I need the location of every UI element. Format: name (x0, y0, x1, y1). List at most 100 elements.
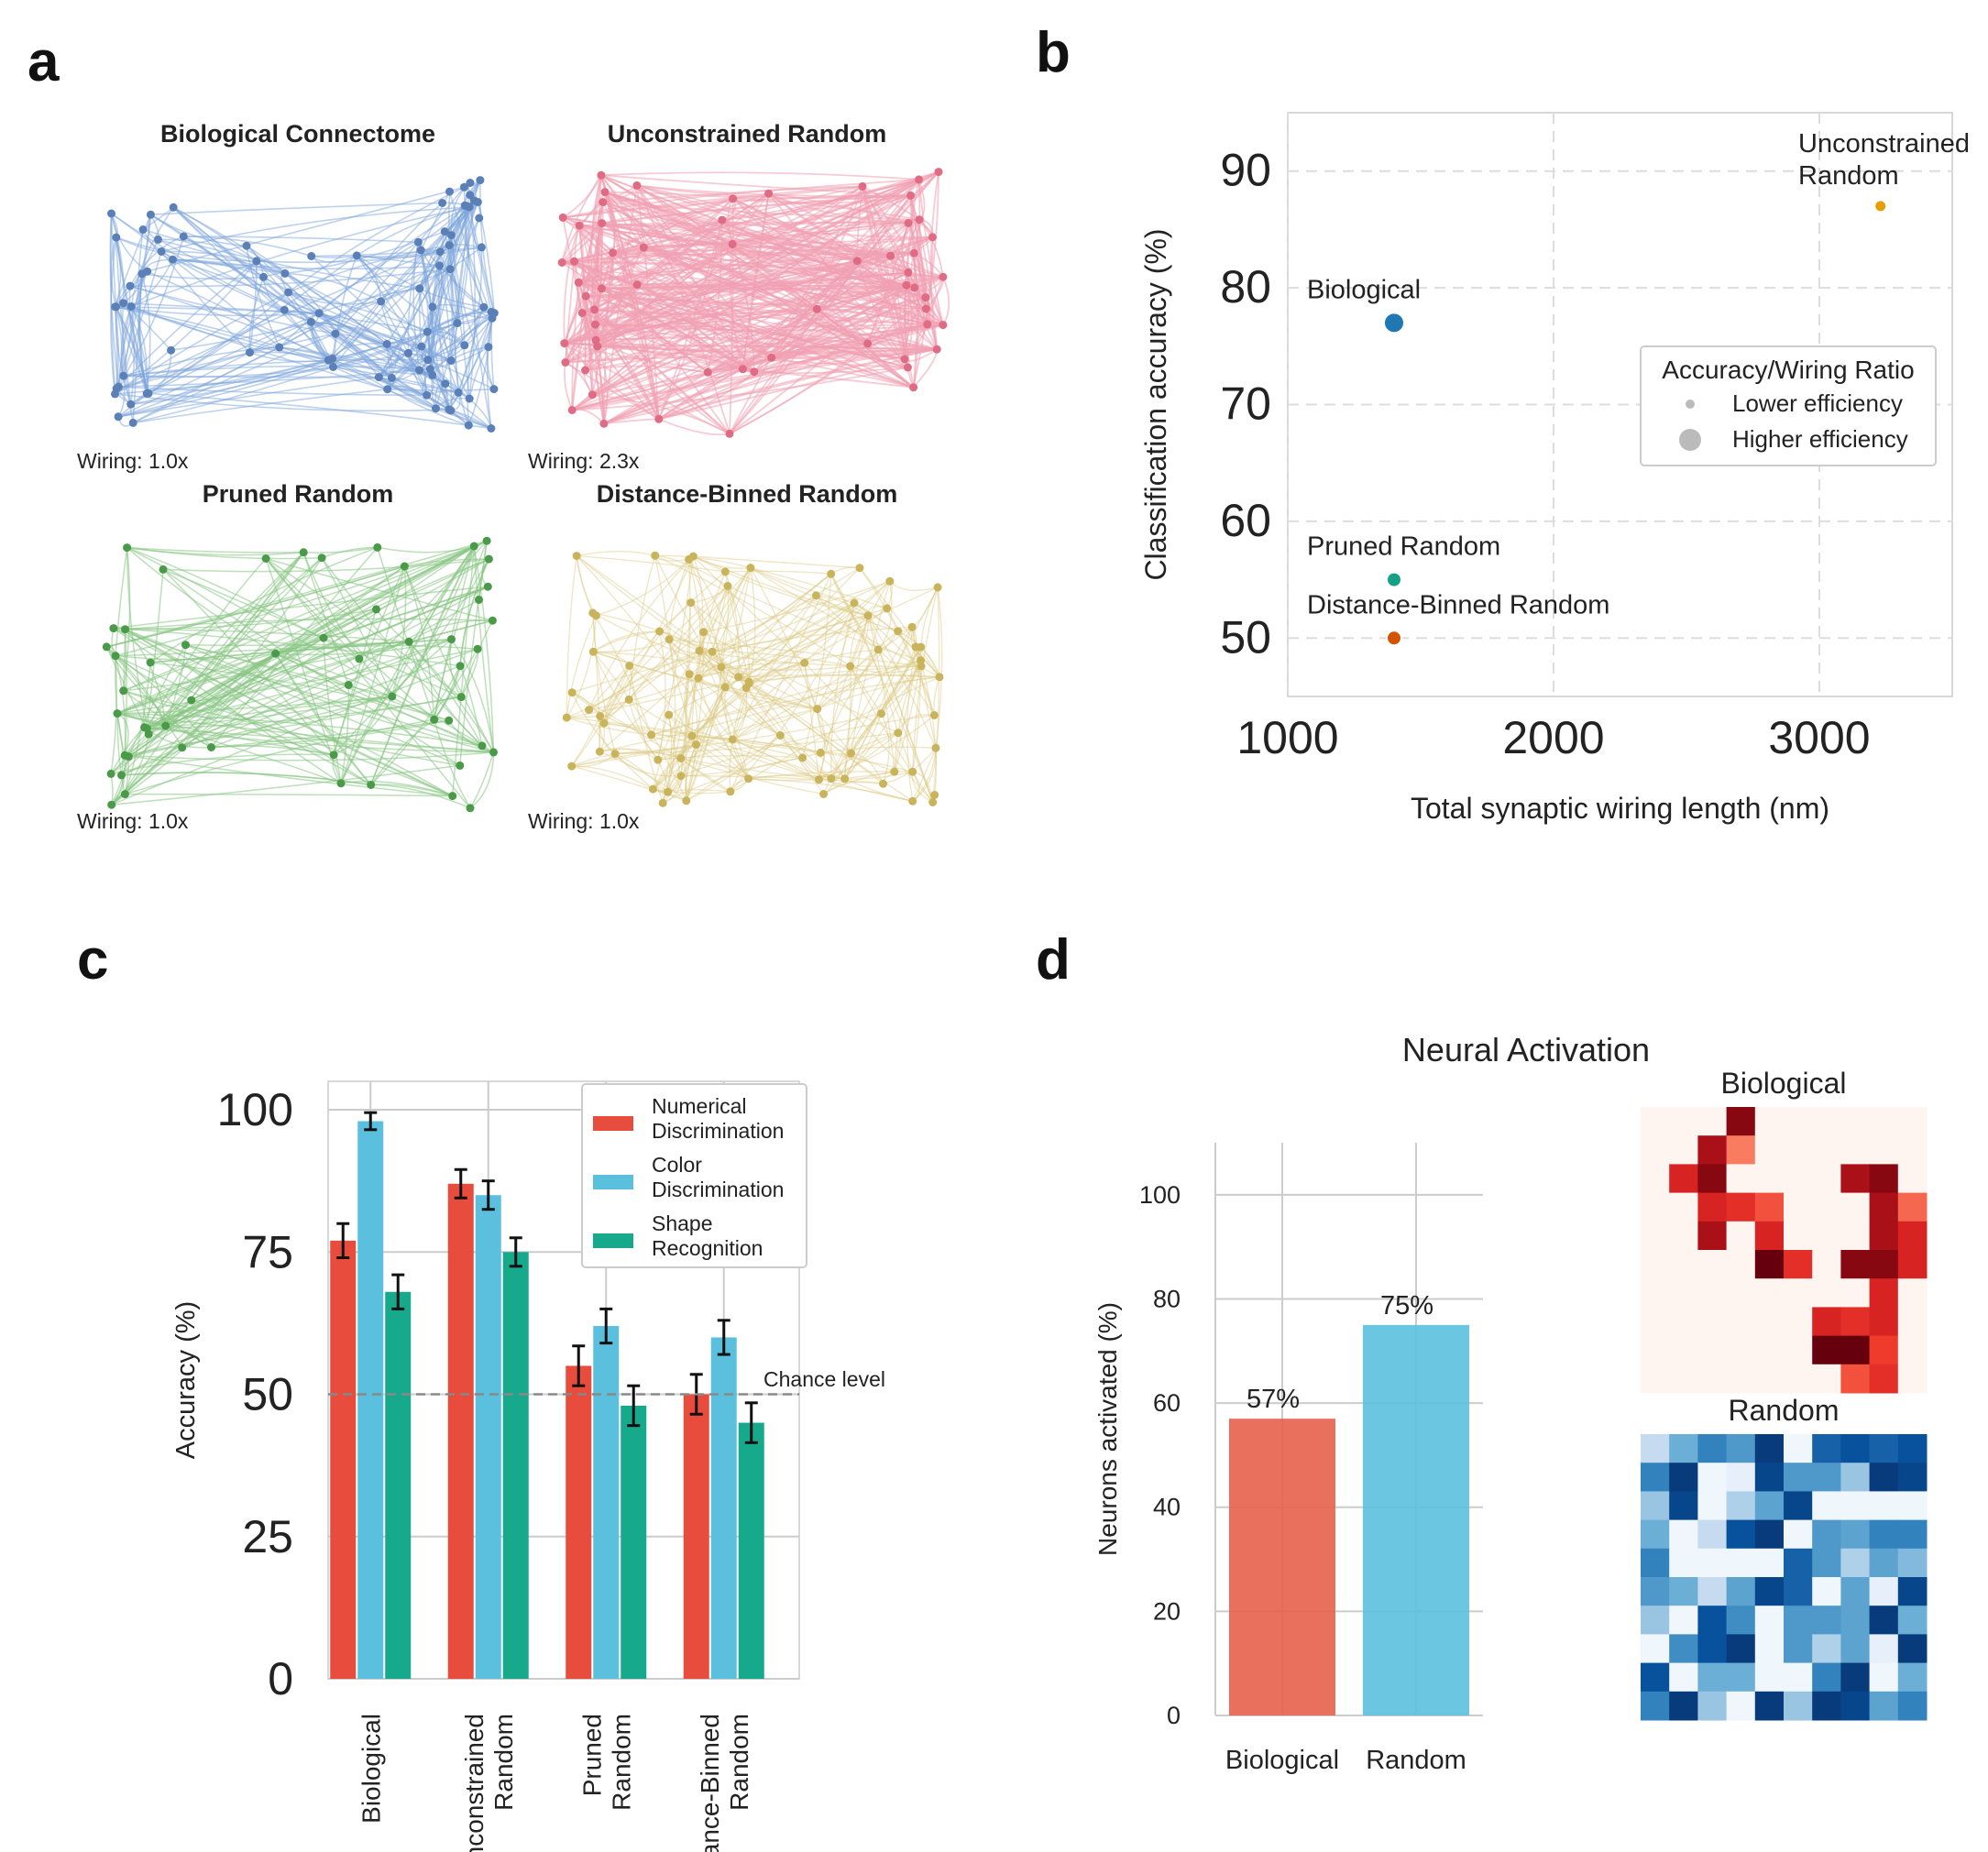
network-node (112, 384, 121, 393)
heatmap-cell (1840, 1691, 1871, 1721)
network-edge (571, 651, 713, 694)
network-nodes (102, 536, 498, 813)
network-edge (116, 652, 276, 715)
network-node (694, 674, 703, 683)
heatmap-cell (1754, 1577, 1785, 1606)
network-edge (727, 586, 750, 684)
heatmap-cell (1697, 1164, 1728, 1194)
network-edge (433, 719, 471, 809)
heatmap-cell (1869, 1250, 1899, 1279)
network-node (446, 356, 456, 365)
legend-marker-large (1679, 429, 1701, 451)
network-node (415, 366, 423, 375)
heatmap-cell (1812, 1364, 1841, 1394)
network-edge (318, 312, 388, 345)
heatmap-cell (1897, 1548, 1928, 1578)
network-edge (132, 273, 143, 423)
point-label: Distance-Binned Random (1307, 590, 1609, 619)
wiring-label-biological: Wiring: 1.0x (77, 449, 189, 473)
network-edge (597, 175, 605, 424)
network-edge (668, 714, 733, 740)
network-edge (711, 580, 891, 652)
network-edge (132, 333, 336, 424)
network-node (416, 246, 425, 255)
heatmap-cell (1669, 1434, 1698, 1463)
network-edge (748, 602, 855, 685)
heatmap-cell (1897, 1605, 1928, 1635)
network-edge (652, 677, 699, 790)
network-edge (126, 546, 323, 560)
network-node (717, 663, 726, 672)
network-node (654, 414, 664, 423)
network-edge (123, 545, 475, 692)
network-edge (693, 555, 869, 617)
network-edge (574, 260, 914, 389)
network-edge (284, 272, 382, 302)
network-edge (596, 558, 690, 617)
network-node (487, 307, 496, 316)
network-node (400, 562, 409, 571)
network-node (324, 356, 333, 365)
network-edge (707, 236, 933, 374)
network-node (306, 317, 315, 326)
heatmap-cell (1897, 1192, 1928, 1222)
network-edge (595, 308, 818, 326)
point-label: Random (1798, 161, 1899, 191)
network-edge (115, 547, 128, 656)
network-node (720, 567, 730, 576)
network-edge (753, 179, 920, 373)
network-edge (652, 735, 693, 790)
network-node (483, 582, 492, 591)
network-edge (602, 201, 869, 345)
network-edge (748, 778, 819, 782)
network-edge (333, 565, 406, 755)
network-edge (750, 566, 869, 617)
network-node (909, 383, 918, 392)
x-tick-label: Biological (1225, 1746, 1339, 1775)
heatmap-cell (1840, 1164, 1871, 1194)
panel-d-letter: d (1036, 928, 1071, 992)
network-node (329, 751, 338, 760)
network-node (336, 779, 346, 788)
network-node (372, 605, 380, 614)
network-node (729, 194, 738, 203)
heatmap-cell (1669, 1250, 1698, 1279)
heatmap-cell (1897, 1335, 1928, 1365)
network-edge (729, 296, 927, 435)
network-edge (592, 612, 653, 736)
network-edge (347, 540, 488, 686)
heatmap-cell (1897, 1278, 1928, 1308)
heatmap-cell (1754, 1107, 1785, 1136)
network-node (931, 743, 940, 752)
heatmap-cell (1840, 1491, 1871, 1521)
network-node (319, 633, 328, 642)
network-node (242, 241, 251, 250)
network-edge (690, 602, 726, 687)
network-edge (880, 713, 890, 784)
network-edge (818, 771, 895, 781)
network-edges (105, 540, 495, 809)
network-edge (698, 586, 729, 652)
heatmap-cell (1641, 1577, 1670, 1606)
network-edge (830, 573, 899, 733)
network-edge (830, 665, 922, 779)
heatmap-cell (1754, 1662, 1785, 1693)
network-node (598, 284, 606, 293)
heatmap-cell (1726, 1691, 1756, 1721)
network-node (388, 692, 397, 701)
heatmap-cell (1726, 1192, 1756, 1222)
network-edge (820, 746, 937, 754)
network-node (121, 625, 129, 634)
network-node (654, 755, 663, 764)
network-edge (125, 629, 461, 767)
network-edge (720, 571, 730, 668)
network-edge (844, 627, 913, 780)
heatmap-cell (1784, 1491, 1813, 1521)
network-edge (604, 192, 660, 420)
network-node (647, 730, 656, 740)
network-edge (592, 612, 601, 752)
legend-swatch (593, 1175, 633, 1189)
network-edge (909, 195, 939, 350)
y-tick-label: 90 (1220, 145, 1271, 196)
network-node (252, 257, 261, 266)
